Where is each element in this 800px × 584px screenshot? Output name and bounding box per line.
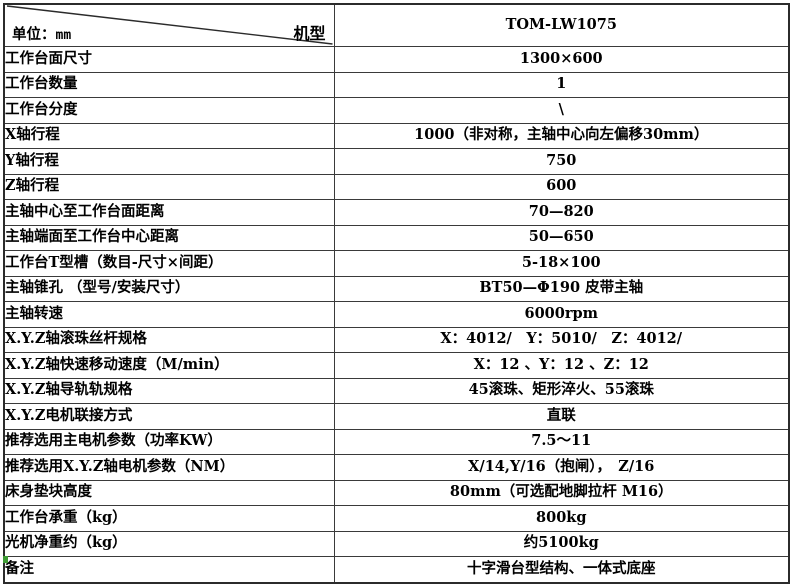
spec-label-cell: 主轴锥孔 （型号/安装尺寸） [3,275,335,302]
spec-label-cell: X轴行程 [3,122,335,149]
model-name-cell: TOM-LW1075 [333,3,790,47]
table-row: 推荐选用主电机参数（功率KW） 7.5～11 [3,428,790,455]
spec-value-cell: 800kg [333,505,790,532]
spec-value-cell: 50—650 [333,224,790,251]
spec-value-cell: 6000rpm [333,301,790,328]
spec-label-cell: 工作台T型槽（数目-尺寸×间距） [3,250,335,277]
spec-label-cell: Z轴行程 [3,173,335,200]
table-row: 主轴转速 6000rpm [3,301,790,328]
spec-value-cell: X/14,Y/16（抱闸）， Z/16 [333,454,790,481]
table-row: 工作台分度 \ [3,97,790,124]
spec-value-cell: 70—820 [333,199,790,226]
spec-value-cell: 十字滑台型结构、一体式底座 [333,556,790,584]
table-row: 工作台数量 1 [3,71,790,98]
model-header-label: 机型 [293,24,326,43]
table-row: X.Y.Z轴快速移动速度（M/min） X：12 、Y：12 、Z：12 [3,352,790,379]
unit-note: 单位：mm [12,25,72,43]
spec-label-cell: 床身垫块高度 [3,479,335,506]
spec-label-cell: 主轴中心至工作台面距离 [3,199,335,226]
table-header-row: 单位：mm 机型 TOM-LW1075 [3,3,790,47]
spec-label-cell: 工作台分度 [3,97,335,124]
spec-value-cell: 直联 [333,403,790,430]
specification-table-body: 单位：mm 机型 TOM-LW1075 工作台面尺寸 1300×600 工作台数量 1… [3,3,790,584]
table-row: X.Y.Z轴滚珠丝杆规格 X：4012/ Y：5010/ Z：4012/ [3,326,790,353]
spec-label-cell: 工作台承重（kg） [3,505,335,532]
spec-label-cell: 推荐选用主电机参数（功率KW） [3,428,335,455]
diagonal-divider-icon [5,5,334,45]
spec-value-cell: 7.5～11 [333,428,790,455]
spec-label-cell: Y轴行程 [3,148,335,175]
table-row: 推荐选用X.Y.Z轴电机参数（NM） X/14,Y/16（抱闸）， Z/16 [3,454,790,481]
table-row: 主轴中心至工作台面距离 70—820 [3,199,790,226]
spec-value-cell: X：4012/ Y：5010/ Z：4012/ [333,326,790,353]
table-row: 主轴锥孔 （型号/安装尺寸） BT50—Φ190 皮带主轴 [3,275,790,302]
unit-note-value: mm [55,27,72,43]
table-row: 床身垫块高度 80mm（可选配地脚拉杆 M16） [3,479,790,506]
specification-table: 单位：mm 机型 TOM-LW1075 工作台面尺寸 1300×600 工作台数量 1… [3,3,790,584]
table-row: 工作台T型槽（数目-尺寸×间距） 5-18×100 [3,250,790,277]
unit-note-label: 单位： [12,25,56,43]
table-row: 工作台面尺寸 1300×600 [3,46,790,73]
table-row: 光机净重约（kg） 约5100kg [3,530,790,557]
spec-value-cell: \ [333,97,790,124]
spec-value-cell: 5-18×100 [333,250,790,277]
spec-value-cell: 1300×600 [333,46,790,73]
table-row: 主轴端面至工作台中心距离 50—650 [3,224,790,251]
spec-label-cell: 推荐选用X.Y.Z轴电机参数（NM） [3,454,335,481]
spreadsheet-canvas: 单位：mm 机型 TOM-LW1075 工作台面尺寸 1300×600 工作台数量 1… [3,3,790,584]
table-row: 工作台承重（kg） 800kg [3,505,790,532]
spec-label-cell: X.Y.Z轴滚珠丝杆规格 [3,326,335,353]
spec-value-cell: 750 [333,148,790,175]
spec-label-cell: 主轴转速 [3,301,335,328]
header-corner-inner: 单位：mm 机型 [5,5,334,45]
spec-label-cell: 工作台数量 [3,71,335,98]
spec-label-cell: X.Y.Z轴快速移动速度（M/min） [3,352,335,379]
spec-value-cell: 80mm（可选配地脚拉杆 M16） [333,479,790,506]
spec-value-cell: 45滚珠、矩形淬火、55滚珠 [333,377,790,404]
spec-label-cell: 工作台面尺寸 [3,46,335,73]
spec-label-cell: 主轴端面至工作台中心距离 [3,224,335,251]
cell-anchor-marker [3,556,8,563]
table-row: X轴行程 1000（非对称，主轴中心向左偏移30mm） [3,122,790,149]
spec-label-cell: 备注 [3,556,335,584]
table-row: 备注 十字滑台型结构、一体式底座 [3,556,790,584]
table-row: Y轴行程 750 [3,148,790,175]
spec-value-cell: X：12 、Y：12 、Z：12 [333,352,790,379]
spec-value-cell: 600 [333,173,790,200]
spec-label-cell: X.Y.Z电机联接方式 [3,403,335,430]
spec-value-cell: 1 [333,71,790,98]
header-corner-cell: 单位：mm 机型 [3,3,335,47]
spec-value-cell: BT50—Φ190 皮带主轴 [333,275,790,302]
spec-label-cell: X.Y.Z轴导轨轨规格 [3,377,335,404]
table-row: Z轴行程 600 [3,173,790,200]
table-row: X.Y.Z轴导轨轨规格 45滚珠、矩形淬火、55滚珠 [3,377,790,404]
spec-label-cell: 光机净重约（kg） [3,530,335,557]
spec-value-cell: 1000（非对称，主轴中心向左偏移30mm） [333,122,790,149]
table-row: X.Y.Z电机联接方式 直联 [3,403,790,430]
spec-value-cell: 约5100kg [333,530,790,557]
